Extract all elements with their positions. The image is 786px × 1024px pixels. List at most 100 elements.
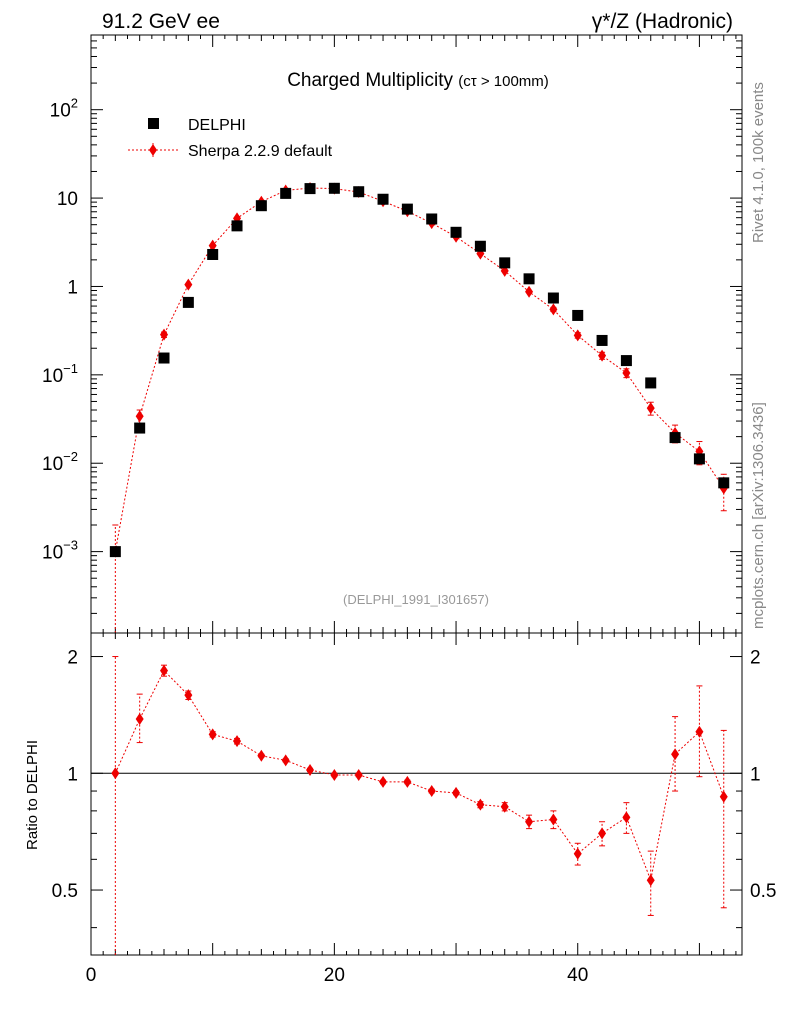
delphi-point: [255, 200, 267, 212]
x-tick-labels: 0 20 40: [86, 965, 589, 986]
sherpa-ratio-point: [622, 811, 631, 824]
sherpa-point: [208, 239, 217, 252]
delphi-point: [109, 546, 121, 558]
sherpa-ratio-point: [427, 785, 436, 798]
y-tick-label: 10: [57, 189, 78, 210]
sherpa-point: [598, 349, 607, 362]
delphi-point: [450, 226, 462, 238]
sherpa-point: [622, 366, 631, 379]
delphi-point: [280, 187, 292, 199]
ratio-y-tick-label-right: 0.5: [750, 881, 776, 902]
ratio-y-tick-labels: 0.5 0.5 1 1 2 2: [52, 648, 777, 903]
sherpa-point: [573, 329, 582, 342]
ratio-y-tick-label-right: 1: [750, 764, 761, 785]
delphi-point: [572, 309, 584, 321]
ratio-y-axis-label: Ratio to DELPHI: [24, 740, 41, 850]
sherpa-point: [549, 303, 558, 316]
sherpa-point: [184, 278, 193, 291]
legend: DELPHI Sherpa 2.2.9 default: [128, 117, 333, 160]
header-energy-label: 91.2 GeV ee: [102, 10, 220, 33]
y-tick-label: 1: [67, 277, 78, 298]
ratio-y-tick-label-left: 1: [67, 764, 78, 785]
y-tick-label: 10−3: [42, 538, 78, 564]
header-process-label: γ*/Z (Hadronic): [592, 10, 733, 33]
main-ticks: [90, 34, 742, 633]
legend-sherpa-marker: [149, 144, 157, 156]
sherpa-ratio-point: [525, 815, 534, 828]
delphi-point: [304, 183, 316, 195]
sherpa-ratio-series: [111, 656, 728, 955]
ratio-y-tick-label-left: 0.5: [52, 881, 78, 902]
sherpa-ratio-point: [671, 748, 680, 761]
delphi-point: [231, 220, 243, 232]
sherpa-ratio-point: [646, 874, 655, 887]
delphi-point: [645, 377, 657, 389]
chart-title: Charged Multiplicity (cτ > 100mm): [287, 70, 549, 91]
y-tick-label: 10−2: [42, 449, 78, 475]
delphi-point: [693, 453, 705, 465]
sherpa-ratio-point: [573, 847, 582, 860]
delphi-point: [620, 355, 632, 367]
legend-delphi-label: DELPHI: [188, 117, 246, 134]
delphi-point: [353, 186, 365, 198]
sherpa-ratio-point: [354, 768, 363, 781]
sherpa-ratio-point: [598, 827, 607, 840]
sherpa-series: [111, 182, 728, 633]
sherpa-ratio-point: [281, 754, 290, 767]
delphi-series: [109, 182, 730, 558]
delphi-point: [134, 422, 146, 434]
sherpa-ratio-point: [500, 800, 509, 813]
delphi-point: [523, 273, 535, 285]
delphi-point: [377, 193, 389, 205]
ratio-panel: 0.5 0.5 1 1 2 2 Ratio to DELPHI: [24, 632, 777, 956]
x-tick-label: 20: [324, 965, 345, 986]
main-y-tick-labels: 10−3 10−2 10−1 1 10 102: [42, 96, 78, 564]
delphi-point: [158, 352, 170, 364]
delphi-point: [474, 240, 486, 252]
sherpa-ratio-point: [695, 725, 704, 738]
analysis-label: (DELPHI_1991_I301657): [343, 592, 489, 607]
sherpa-ratio-point: [111, 767, 120, 780]
ratio-y-tick-label-right: 2: [750, 648, 761, 669]
side-rivet-label: Rivet 4.1.0, 100k events: [750, 82, 767, 243]
sherpa-ratio-point: [476, 798, 485, 811]
legend-sherpa-label: Sherpa 2.2.9 default: [188, 143, 333, 160]
sherpa-ratio-point: [330, 768, 339, 781]
side-mcplots-label: mcplots.cern.ch [arXiv:1306.3436]: [750, 402, 767, 629]
delphi-point: [207, 248, 219, 260]
delphi-point: [426, 213, 438, 225]
sherpa-point: [160, 328, 169, 341]
sherpa-point: [646, 402, 655, 415]
delphi-point: [669, 432, 681, 444]
delphi-point: [328, 182, 340, 194]
sherpa-ratio-point: [719, 790, 728, 803]
y-tick-label: 10−1: [42, 361, 78, 387]
sherpa-ratio-point: [403, 775, 412, 788]
sherpa-ratio-point: [306, 763, 315, 776]
delphi-point: [499, 257, 511, 269]
legend-delphi-marker: [148, 118, 159, 129]
delphi-point: [182, 296, 194, 308]
sherpa-ratio-point: [233, 735, 242, 748]
sherpa-ratio-line: [114, 669, 725, 883]
sherpa-ratio-point: [160, 664, 169, 677]
sherpa-point: [525, 285, 534, 298]
sherpa-ratio-point: [379, 775, 388, 788]
delphi-point: [596, 334, 608, 346]
sherpa-line: [114, 187, 725, 552]
y-tick-label: 102: [50, 96, 78, 122]
x-tick-label: 0: [86, 965, 97, 986]
sherpa-ratio-point: [257, 749, 266, 762]
delphi-point: [547, 292, 559, 304]
ratio-y-tick-label-left: 2: [67, 648, 78, 669]
x-tick-label: 40: [567, 965, 588, 986]
sherpa-ratio-point: [208, 728, 217, 741]
main-panel: 10−3 10−2 10−1 1 10 102 Charged Multiplicity …: [42, 34, 743, 634]
sherpa-ratio-point: [184, 689, 193, 702]
sherpa-ratio-point: [452, 786, 461, 799]
ratio-ticks: [90, 633, 742, 955]
sherpa-ratio-point: [135, 713, 144, 726]
delphi-point: [718, 477, 730, 489]
sherpa-point: [135, 410, 144, 423]
